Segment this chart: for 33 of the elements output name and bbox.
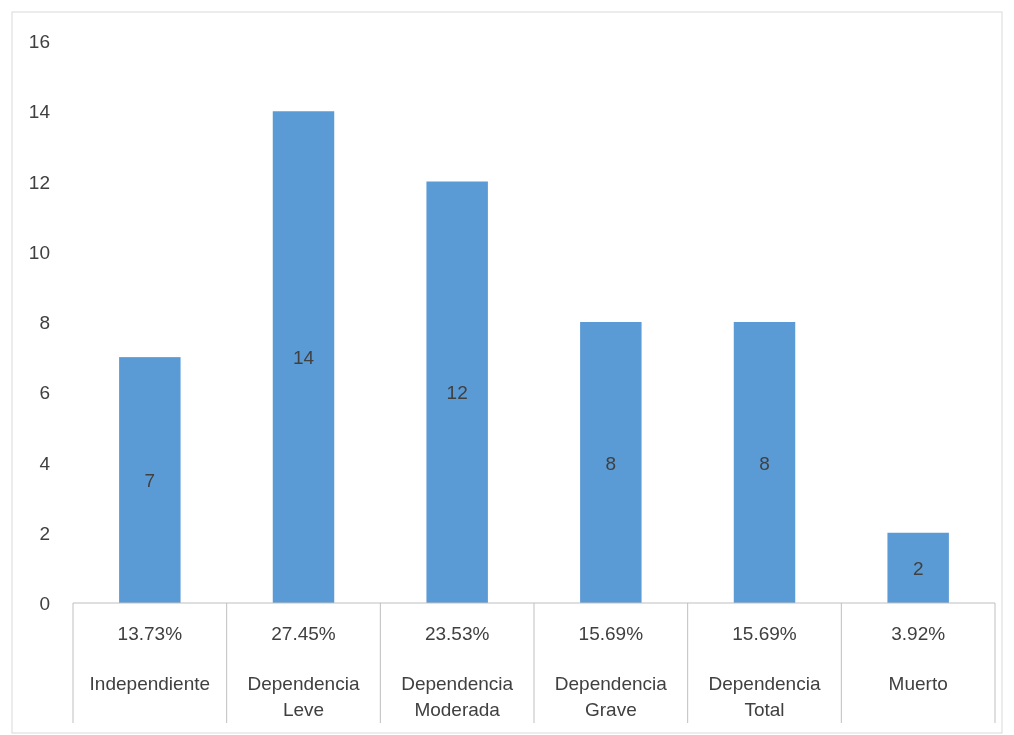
y-tick-label: 0 (39, 593, 50, 614)
text: 15.69% (732, 623, 797, 644)
text: 15.69% (578, 623, 644, 644)
y-tick-label: 10 (28, 241, 50, 263)
x-tick-label: Dependencia Total (708, 673, 821, 720)
bar (426, 181, 488, 603)
x-tick-label: Dependencia Leve (247, 673, 360, 720)
text: 3.92% (891, 623, 946, 644)
data-label: 2 (912, 557, 924, 579)
data-label: 14 (292, 347, 315, 369)
bar (119, 357, 181, 603)
bar (272, 111, 335, 603)
y-tick-label: 6 (39, 382, 50, 404)
x-tick-label: Independiente (89, 673, 211, 694)
bar (580, 322, 642, 603)
y-tick-label: 14 (28, 101, 51, 123)
y-tick-label: 16 (28, 31, 50, 52)
bar (887, 532, 949, 603)
text: 23.53% (424, 623, 490, 644)
x-tick-label: Muerto (888, 673, 948, 694)
data-label: 8 (605, 452, 617, 474)
y-tick-label: 8 (39, 312, 50, 333)
y-tick-label: 2 (39, 522, 50, 544)
y-tick-label: 12 (28, 171, 50, 193)
data-label: 7 (144, 470, 156, 492)
data-label: 8 (759, 452, 770, 474)
data-label: 12 (446, 382, 468, 404)
x-tick-label: Dependencia Grave (554, 673, 668, 720)
y-tick-label: 4 (39, 452, 51, 474)
text: 13.73% (117, 623, 183, 644)
x-tick-label: Dependencia Moderada (401, 673, 514, 720)
text: 27.45% (271, 623, 336, 644)
bar (733, 322, 796, 603)
